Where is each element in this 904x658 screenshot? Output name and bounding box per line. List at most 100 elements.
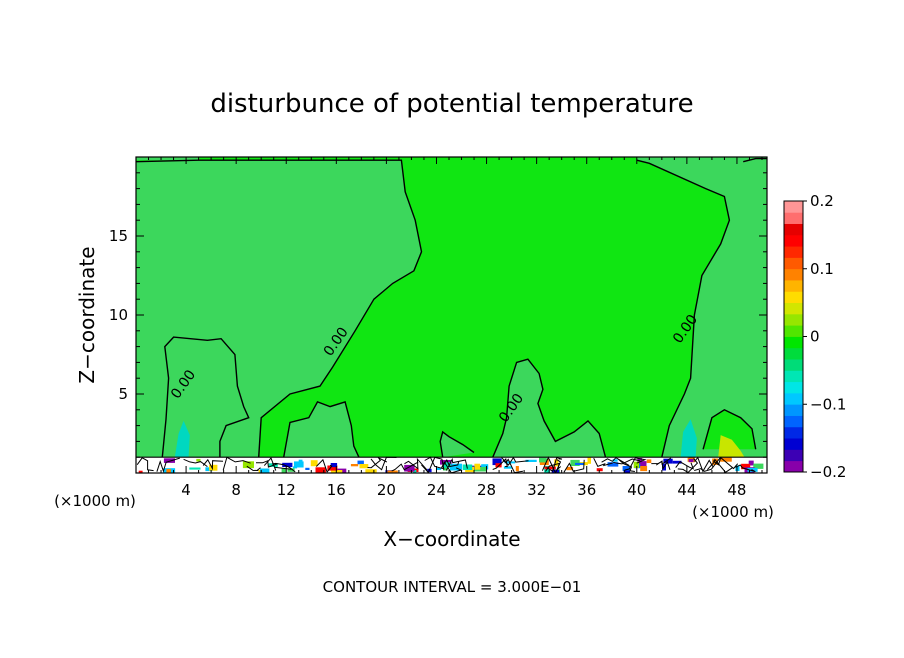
surface-band-patch	[607, 462, 619, 467]
colorbar-swatch	[784, 359, 803, 371]
contour-line-3	[283, 401, 360, 458]
surface-band-patch	[298, 459, 303, 463]
surface-band-patch	[310, 460, 318, 467]
surface-band-patch	[481, 464, 489, 470]
x-tick-label: 36	[577, 481, 596, 499]
surface-band-patch	[357, 460, 364, 465]
colorbar-swatch	[784, 325, 803, 337]
contour-interval-note: CONTOUR INTERVAL = 3.000E−01	[323, 578, 582, 596]
x-axis-label: X−coordinate	[383, 527, 520, 551]
surface-band-patch	[242, 461, 254, 469]
surface-band-patch	[196, 458, 201, 462]
surface-band-patch	[294, 461, 304, 468]
surface-band-patch	[443, 462, 451, 468]
surface-band-contour	[545, 462, 562, 472]
surface-band-contour	[391, 461, 419, 472]
y-tick-label: 15	[109, 227, 128, 245]
surface-band-patch	[287, 468, 295, 472]
y-tick-label: 5	[118, 385, 128, 403]
contour-line-7	[702, 409, 757, 450]
surface-band-patch	[544, 466, 556, 470]
colorbar-tick-label: −0.1	[810, 395, 846, 413]
surface-band-patch	[450, 463, 463, 470]
surface-band-patch	[622, 466, 631, 471]
surface-band-contour	[563, 459, 585, 473]
surface-band-patch	[672, 460, 682, 464]
surface-band-patch	[753, 463, 764, 469]
surface-band-patch	[449, 467, 460, 471]
x-tick-label: 48	[727, 481, 746, 499]
surface-band-patch	[305, 467, 310, 470]
surface-band-contour	[156, 457, 180, 473]
contour-line-8	[743, 157, 767, 163]
surface-band-contour	[441, 458, 460, 469]
surface-band-patch	[138, 470, 143, 473]
x-tick-label: 20	[377, 481, 396, 499]
contour-line-1	[136, 159, 423, 458]
colorbar-swatch	[784, 291, 803, 304]
surface-band-patch	[474, 463, 481, 470]
field-region-6	[636, 157, 767, 458]
colorbar-swatch	[784, 449, 803, 462]
colorbar-swatch	[784, 381, 803, 394]
surface-band-contour	[367, 456, 388, 469]
surface-band-contour	[735, 464, 756, 473]
surface-band-patch	[566, 466, 574, 471]
surface-band-patch	[492, 458, 502, 466]
x-tick-label: 32	[527, 481, 546, 499]
surface-band-patch	[330, 463, 338, 468]
surface-band-patch	[359, 464, 369, 469]
surface-band-contour	[136, 457, 154, 472]
y-axis-label: Z−coordinate	[75, 246, 99, 383]
surface-band-patch	[350, 464, 359, 467]
x-tick-label: 44	[677, 481, 696, 499]
surface-band-patch	[205, 467, 213, 472]
colorbar-tick-label: 0.1	[810, 260, 834, 278]
surface-band-contour	[694, 456, 714, 473]
colorbar-swatch	[784, 201, 803, 213]
surface-band-patch	[163, 458, 175, 463]
surface-band-patch	[495, 463, 502, 468]
field-region-5	[492, 359, 606, 458]
x-tick-label: 28	[477, 481, 496, 499]
surface-band-contour	[424, 456, 444, 470]
x-unit-right: (×1000 m)	[692, 503, 774, 521]
surface-band-patch	[637, 461, 647, 468]
field-region-10	[680, 419, 697, 458]
surface-band-contour	[263, 457, 292, 471]
field-region-4	[440, 431, 474, 458]
colorbar-swatch	[784, 404, 803, 416]
field-region-3	[283, 401, 359, 458]
colorbar-tick-label: −0.2	[810, 463, 846, 481]
colorbar-swatch	[784, 212, 803, 224]
surface-band-patch	[640, 466, 648, 472]
colorbar-swatch	[784, 257, 803, 270]
x-tick-label: 40	[627, 481, 646, 499]
surface-band-patch	[412, 470, 417, 473]
field-region-11	[718, 435, 745, 458]
surface-band-patch	[515, 466, 519, 472]
surface-band-contour	[593, 457, 613, 468]
surface-band-contour	[694, 457, 721, 472]
surface-band-contour	[541, 456, 562, 473]
colorbar-swatch	[784, 438, 803, 450]
surface-band-patch	[612, 459, 618, 462]
surface-band-patch	[209, 464, 218, 471]
x-tick-label: 16	[327, 481, 346, 499]
surface-band-patch	[282, 462, 293, 467]
x-unit-left: (×1000 m)	[54, 492, 136, 510]
surface-band-patch	[646, 459, 652, 463]
contour-line-6	[636, 159, 731, 458]
surface-band-patch	[539, 457, 547, 463]
surface-band-contour	[246, 465, 261, 472]
surface-band-contour	[492, 458, 508, 470]
contour-line-5	[492, 358, 607, 458]
surface-band-patch	[575, 462, 585, 465]
y-tick-label: 10	[109, 306, 128, 324]
contour-line-2	[161, 336, 250, 458]
x-tick-label: 12	[277, 481, 296, 499]
surface-band-contour	[613, 458, 641, 465]
